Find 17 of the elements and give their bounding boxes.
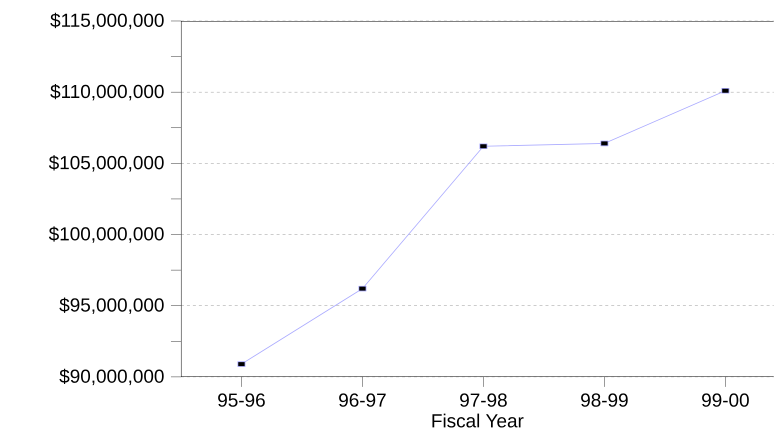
- x-tick-label: 98-99: [581, 393, 628, 407]
- x-tick-label: 96-97: [339, 393, 386, 407]
- y-tick-label: $115,000,000: [50, 12, 164, 30]
- x-tick-label: 95-96: [218, 393, 265, 407]
- y-tick-label: $110,000,000: [50, 84, 164, 100]
- x-tick-label: 99-00: [702, 393, 749, 407]
- y-tick-label: $90,000,000: [59, 368, 164, 386]
- y-tick-label: $100,000,000: [48, 226, 164, 243]
- point: [479, 144, 488, 150]
- y-tick-label: $95,000,000: [59, 298, 164, 314]
- point: [721, 88, 730, 94]
- x-tick-label: 97-98: [460, 393, 507, 407]
- x-axis-title: Fiscal Year: [432, 414, 524, 428]
- point: [358, 286, 366, 292]
- point: [237, 361, 246, 367]
- point: [600, 140, 608, 146]
- y-tick-label: $105,000,000: [48, 155, 164, 172]
